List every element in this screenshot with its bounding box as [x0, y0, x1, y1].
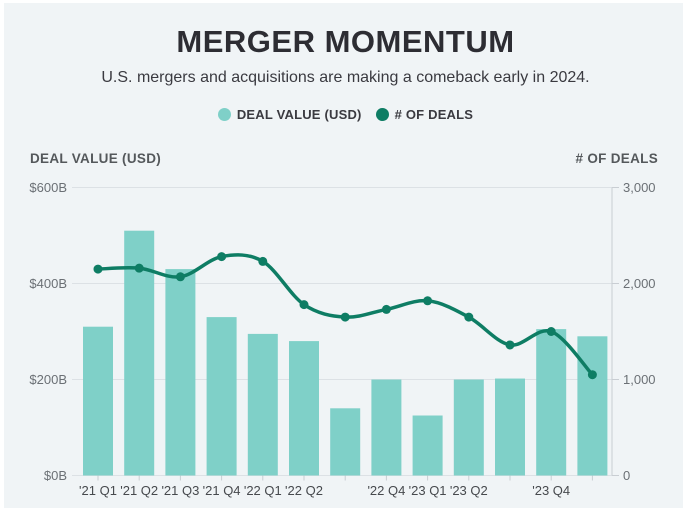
- legend-item-num-deals: # OF DEALS: [375, 107, 474, 122]
- legend-item-deal-value: DEAL VALUE (USD): [217, 107, 362, 122]
- deals-point-23Q1: [423, 296, 433, 306]
- bar-23Q2: [453, 379, 484, 476]
- right-axis-tick-label: 2,000: [623, 276, 656, 291]
- x-axis-label: '23 Q1: [409, 483, 447, 498]
- bar-24Q1: [577, 336, 608, 476]
- left-axis-tick-label: $200B: [29, 372, 67, 387]
- bar-22Q4: [371, 379, 402, 476]
- deals-point-22Q4: [381, 304, 391, 314]
- chart-title: MERGER MOMENTUM: [176, 24, 515, 59]
- x-axis-label: '22 Q2: [285, 483, 323, 498]
- deals-point-21Q1: [93, 264, 103, 274]
- legend: DEAL VALUE (USD) # OF DEALS: [0, 107, 691, 122]
- left-axis-title: DEAL VALUE (USD): [30, 151, 162, 166]
- deals-point-23Q4: [546, 327, 556, 336]
- x-axis-label: '22 Q1: [244, 483, 282, 498]
- x-axis-label: '21 Q2: [120, 483, 158, 498]
- deals-point-21Q3: [175, 272, 185, 282]
- bar-22Q3: [330, 408, 361, 476]
- bar-22Q1: [247, 333, 278, 476]
- bar-22Q2: [289, 341, 319, 476]
- x-axis-label: '21 Q1: [79, 483, 117, 498]
- x-axis-label: '21 Q3: [161, 483, 199, 498]
- left-axis-tick-label: $600B: [29, 180, 67, 195]
- x-axis-label: '23 Q2: [450, 483, 488, 498]
- right-axis-tick-label: 0: [623, 468, 630, 483]
- chart-subtitle: U.S. mergers and acquisitions are making…: [101, 69, 590, 86]
- right-axis-tick-label: 1,000: [623, 372, 656, 387]
- deals-point-23Q2: [464, 312, 474, 322]
- legend-label-deal-value: DEAL VALUE (USD): [236, 107, 362, 122]
- bar-23Q1: [412, 415, 443, 476]
- deals-point-22Q2: [299, 300, 309, 310]
- deals-point-21Q2: [134, 263, 144, 273]
- bar-21Q1: [83, 326, 113, 476]
- bar-21Q3: [165, 269, 196, 476]
- bar-23Q3: [495, 378, 525, 476]
- x-axis-label: '22 Q4: [367, 483, 405, 498]
- left-axis-tick-label: $0B: [44, 468, 67, 483]
- deals-point-23Q3: [505, 340, 515, 350]
- deals-point-24Q1: [587, 370, 597, 380]
- right-axis-title: # OF DEALS: [575, 151, 658, 166]
- left-axis-tick-label: $400B: [29, 276, 67, 291]
- deals-point-22Q3: [340, 312, 350, 322]
- x-axis-label: '23 Q4: [532, 483, 570, 498]
- num-deals-swatch-icon: [375, 108, 389, 121]
- legend-label-num-deals: # OF DEALS: [394, 107, 474, 122]
- bar-23Q4: [536, 329, 567, 476]
- x-axis-label: '21 Q4: [203, 483, 241, 498]
- deals-point-22Q1: [258, 256, 268, 266]
- right-axis-tick-label: 3,000: [623, 180, 656, 195]
- deal-value-swatch-icon: [217, 108, 231, 121]
- bar-21Q4: [206, 317, 237, 476]
- deals-point-21Q4: [217, 252, 227, 262]
